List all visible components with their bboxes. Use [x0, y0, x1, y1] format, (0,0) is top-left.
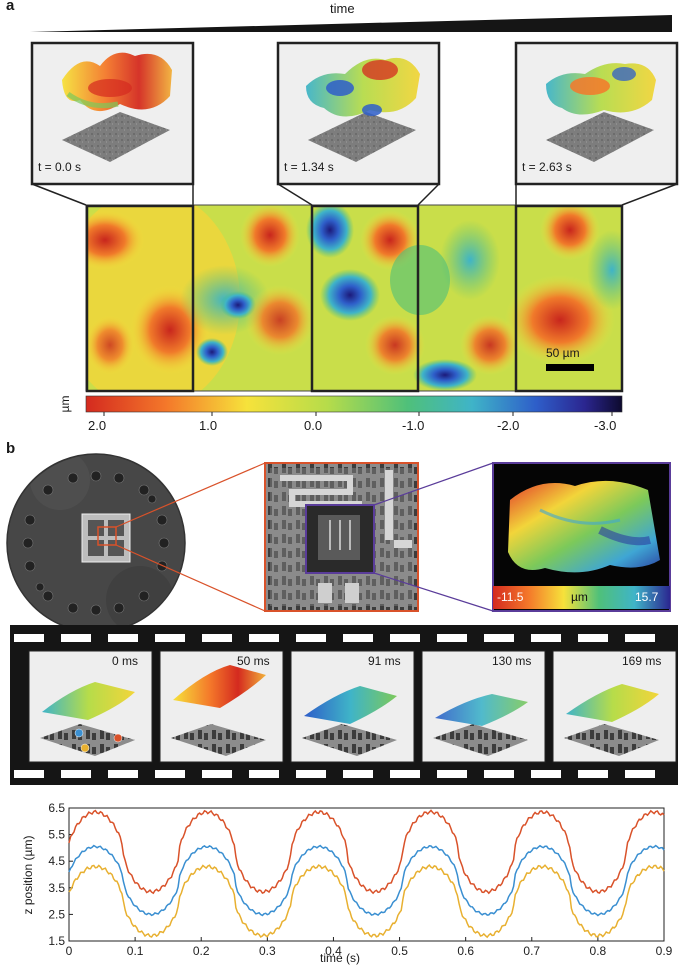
time-label: time	[330, 1, 355, 16]
package-pins	[22, 470, 170, 616]
time-wedge	[30, 15, 672, 32]
inset-frame-3	[514, 41, 679, 186]
colorbar-a-tick-1: 2.0	[88, 418, 107, 433]
x-tick-label-3: 0.3	[259, 944, 276, 958]
y-tick-label-4: 5.5	[48, 828, 65, 842]
zoom-lines-orange	[115, 462, 266, 612]
y-tick-label-3: 4.5	[48, 854, 65, 868]
x-tick-label-1: 0.1	[127, 944, 144, 958]
scale-bar-label: 50 µm	[546, 346, 580, 360]
inset-1-time-label: t = 0.0 s	[38, 160, 82, 174]
x-tick-label-7: 0.7	[523, 944, 540, 958]
y-tick-label-1: 2.5	[48, 907, 65, 921]
inset-3-time-label: t = 2.63 s	[522, 160, 572, 174]
x-tick-label-8: 0.8	[590, 944, 607, 958]
inset-2-grayscale-plane	[308, 112, 416, 162]
chip-package	[6, 453, 186, 633]
film-perforations-top	[14, 634, 655, 642]
colorbar-a-ticks	[103, 412, 613, 416]
x-tick-label-9: 0.9	[656, 944, 673, 958]
colorbar-a-tick-3: 0.0	[304, 418, 323, 433]
frame-2-time-label: 50 ms	[237, 654, 270, 668]
surface-colorbar-max: 15.7	[635, 590, 659, 604]
zoom-lines-purple	[373, 462, 494, 612]
chart-xlabel: time (s)	[320, 951, 360, 965]
series-line-2	[68, 864, 665, 939]
inset-frame-2	[276, 41, 441, 186]
inset-3-grayscale-plane	[546, 112, 654, 162]
panel-letter-a: a	[6, 0, 15, 14]
x-tick-label-0: 0	[66, 944, 73, 958]
y-tick-label-5: 6.5	[48, 801, 65, 815]
frame-1-time-label: 0 ms	[112, 654, 139, 668]
colorbar-a-tick-4: -1.0	[402, 418, 425, 433]
scale-bar	[546, 364, 594, 371]
frame-3-time-label: 91 ms	[368, 654, 401, 668]
y-tick-label-2: 3.5	[48, 881, 65, 895]
heightmap-strip	[86, 205, 622, 391]
film-frame-markers	[74, 728, 123, 753]
surface-3d	[508, 480, 660, 573]
x-tick-label-2: 0.2	[193, 944, 210, 958]
x-tick-label-4: 0.4	[325, 944, 342, 958]
film-strip	[10, 625, 678, 785]
y-tick-label-0: 1.5	[48, 934, 65, 948]
film-perforations-bottom	[14, 770, 655, 778]
surface-colorbar-min: -11.5	[497, 590, 524, 604]
film-frame-planes	[40, 724, 659, 756]
chart-axes	[68, 807, 665, 942]
inset-connectors	[31, 183, 678, 206]
series-line-0	[68, 809, 665, 895]
frame-4-time-label: 130 ms	[492, 654, 532, 668]
chart-layer: 0 0.1 0.2 0.3 0.4 0.5 0.6 0.7 0.8 0.9 1.5 2.5 3.5 4.5…	[48, 801, 672, 958]
series-line-1	[68, 844, 665, 917]
surface-colorbar	[493, 586, 670, 609]
colorbar-a-tick-6: -3.0	[594, 418, 617, 433]
film-frame-surfaces	[42, 665, 659, 726]
frame-5-time-label: 169 ms	[622, 654, 662, 668]
colorbar-a-unit: µm	[58, 395, 72, 413]
heightmap-highlight-frames	[85, 204, 624, 393]
x-tick-label-6: 0.6	[457, 944, 474, 958]
colorbar-a-tick-2: 1.0	[199, 418, 218, 433]
panel-letter-b: b	[6, 440, 16, 457]
chip-zoom	[264, 462, 419, 612]
x-tick-label-5: 0.5	[391, 944, 408, 958]
inset-1-grayscale-plane	[62, 112, 170, 162]
film-frames	[28, 650, 677, 763]
inset-2-time-label: t = 1.34 s	[284, 160, 334, 174]
surface-colorbar-unit: µm	[571, 590, 588, 604]
inset-frame-1	[30, 41, 195, 186]
colorbar-a	[85, 395, 623, 413]
colorbar-a-tick-5: -2.0	[497, 418, 520, 433]
die-highlight	[97, 526, 117, 546]
chart-ylabel: z position (µm)	[21, 835, 35, 915]
